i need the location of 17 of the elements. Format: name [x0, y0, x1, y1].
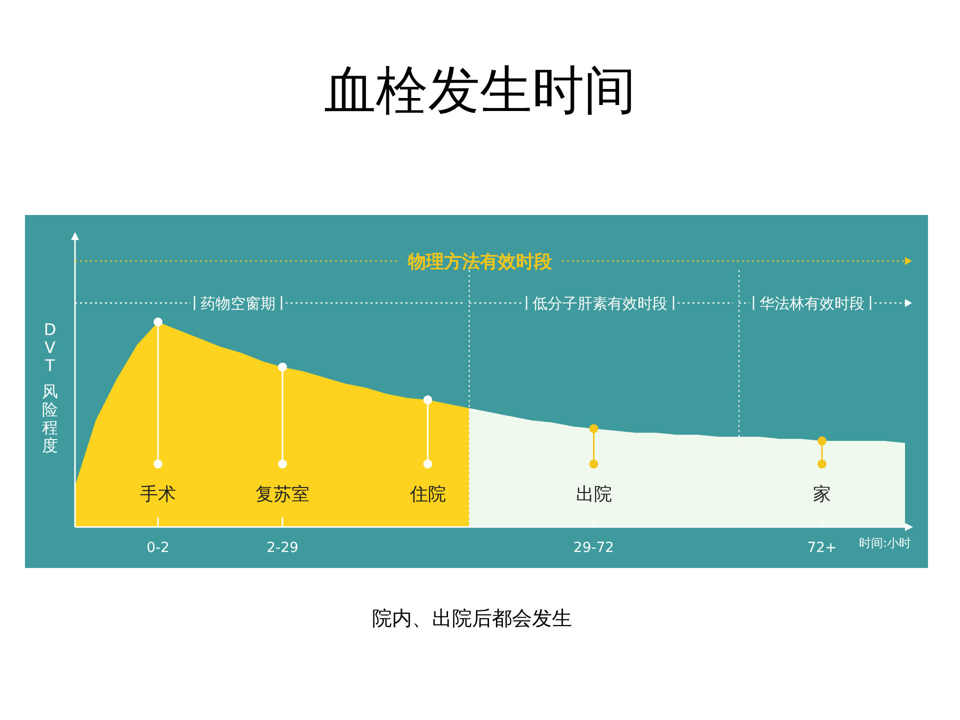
annotation: 出院 — [576, 484, 612, 505]
annotation: 家 — [813, 484, 831, 505]
annotation: 手术 — [140, 484, 176, 505]
x-tick-label: 72+ — [807, 540, 837, 556]
text: 物理方法有效时段 — [407, 251, 553, 272]
text: 药物空窗期 — [200, 294, 276, 312]
x-axis-title: 时间:小时 — [858, 536, 912, 550]
chart-title: 血栓发生时间 — [324, 61, 636, 121]
annotation: 复苏室 — [256, 484, 310, 505]
text: 低分子肝素有效时段 — [532, 294, 668, 312]
annotation: 住院 — [408, 484, 446, 505]
y-axis-title: DVT 风险程度 — [42, 320, 58, 455]
text: 院内、出院后都会发生 — [372, 606, 572, 630]
text: 华法林有效时段 — [760, 294, 864, 312]
x-tick-label: 0-2 — [146, 540, 170, 556]
x-tick-label: 29-72 — [573, 540, 614, 556]
x-tick-label: 2-29 — [266, 540, 298, 556]
